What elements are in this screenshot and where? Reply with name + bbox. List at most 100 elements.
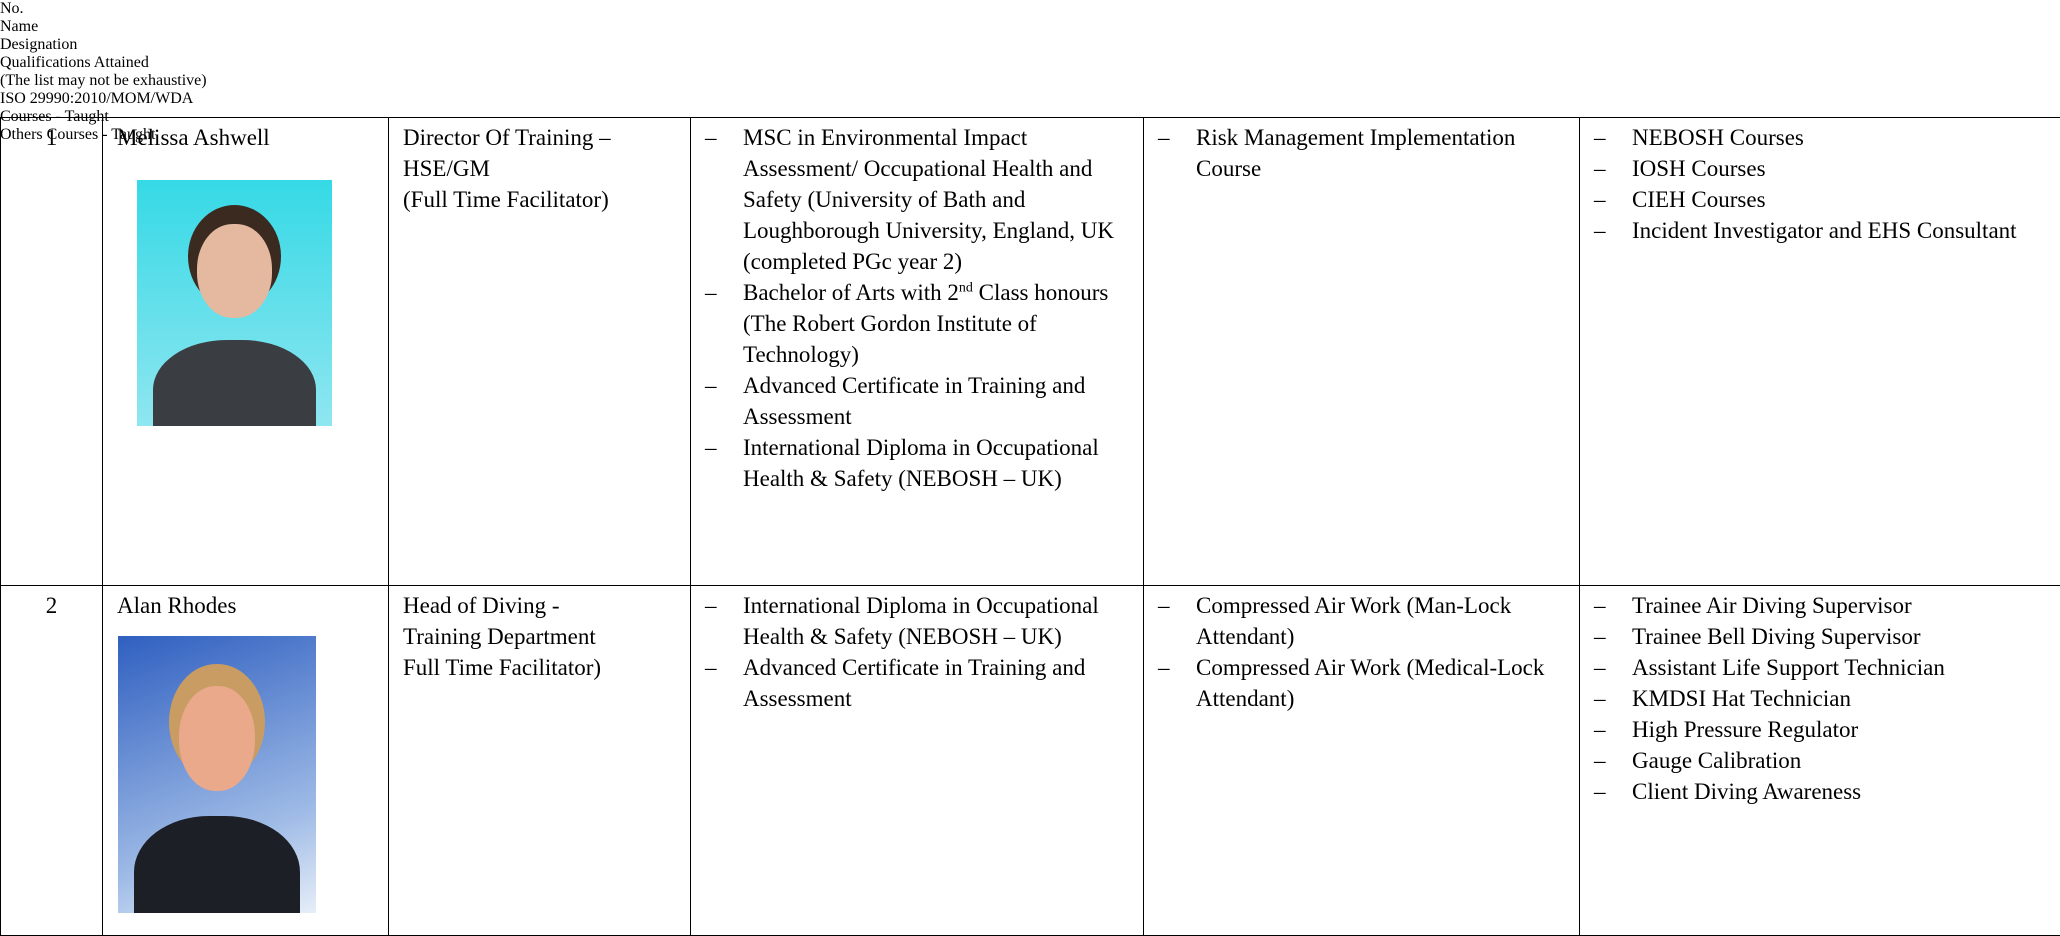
list-item: – Incident Investigator and EHS Consultan… xyxy=(1594,215,2046,246)
table-cell: – Trainee Air Diving Supervisor – Trainee B… xyxy=(1579,585,2060,936)
table-cell: Director Of Training – HSE/GM (Full Time F… xyxy=(388,117,691,586)
header-cell: Qualifications Attained (The list may not… xyxy=(0,54,453,90)
dash: – xyxy=(705,593,717,618)
superscript: nd xyxy=(958,280,973,296)
item-text: IOSH Courses xyxy=(1632,156,1766,181)
dash: – xyxy=(1594,624,1606,649)
item-text: Incident Investigator and EHS Consultant xyxy=(1632,218,2017,243)
photo-body xyxy=(152,339,317,426)
header-text: Courses - Taught xyxy=(0,108,109,125)
header-cell: ISO 29990:2010/MOM/WDA Courses - Taught xyxy=(0,90,436,126)
header-text: (The list may not be exhaustive) xyxy=(0,72,207,89)
dash: – xyxy=(705,280,717,305)
photo-face xyxy=(197,224,272,318)
item-text: International Diploma in Occupational He… xyxy=(743,593,1099,649)
dash: – xyxy=(1594,187,1606,212)
dash: – xyxy=(1594,156,1606,181)
dash: – xyxy=(1594,779,1606,804)
designation-line: Training Department xyxy=(403,624,596,649)
dash: – xyxy=(1594,686,1606,711)
item-text: Bachelor of Arts with 2 xyxy=(743,280,959,305)
item-text: Assistant Life Support Technician xyxy=(1632,655,1945,680)
list-item: – High Pressure Regulator xyxy=(1594,714,2046,745)
item-text: Trainee Bell Diving Supervisor xyxy=(1632,624,1921,649)
designation-line: HSE/GM xyxy=(403,156,490,181)
list-item: – Bachelor of Arts with 2nd Class honours… xyxy=(705,277,1129,370)
dash: – xyxy=(1594,125,1606,150)
item-text: Advanced Certificate in Training and Ass… xyxy=(743,655,1086,711)
list-item: – International Diploma in Occupational H… xyxy=(705,432,1129,494)
list-item: – CIEH Courses xyxy=(1594,184,2046,215)
header-text: ISO 29990:2010/MOM/WDA xyxy=(0,90,194,107)
item-text: Risk Management Implementation Course xyxy=(1196,125,1516,181)
header-text: Name xyxy=(0,18,39,35)
list-item: – Risk Management Implementation Course xyxy=(1158,122,1565,184)
designation-line: Director Of Training – xyxy=(403,125,611,150)
header-text: No. xyxy=(0,0,24,17)
designation-line: (Full Time Facilitator) xyxy=(403,187,609,212)
list-item: – Gauge Calibration xyxy=(1594,745,2046,776)
dash: – xyxy=(1594,717,1606,742)
list-item: – NEBOSH Courses xyxy=(1594,122,2046,153)
photo xyxy=(137,180,332,426)
item-text: Compressed Air Work (Man-Lock Attendant) xyxy=(1196,593,1512,649)
header-cell: Designation xyxy=(0,36,302,54)
list-item: – IOSH Courses xyxy=(1594,153,2046,184)
dash: – xyxy=(1158,125,1170,150)
table-cell: – Risk Management Implementation Course xyxy=(1143,117,1580,586)
list-item: – Compressed Air Work (Medical-Lock Atten… xyxy=(1158,652,1565,714)
dash: – xyxy=(1594,748,1606,773)
dash: – xyxy=(705,655,717,680)
row-number: 2 xyxy=(45,593,58,618)
header-cell: Name xyxy=(0,18,286,36)
table-cell: – NEBOSH Courses – IOSH Courses – CIEH Course… xyxy=(1579,117,2060,586)
list-item: – International Diploma in Occupational H… xyxy=(705,590,1129,652)
list-item: – KMDSI Hat Technician xyxy=(1594,683,2046,714)
item-text: MSC in Environmental Impact Assessment/ … xyxy=(743,125,1114,274)
item-text: Trainee Air Diving Supervisor xyxy=(1632,593,1912,618)
dash: – xyxy=(1158,655,1170,680)
dash: – xyxy=(1594,593,1606,618)
list-item: – Compressed Air Work (Man-Lock Attendant… xyxy=(1158,590,1565,652)
item-text: CIEH Courses xyxy=(1632,187,1766,212)
dash: – xyxy=(705,435,717,460)
item-text: Gauge Calibration xyxy=(1632,748,1802,773)
list-item: – Client Diving Awareness xyxy=(1594,776,2046,807)
header-cell: Others Courses - Taught xyxy=(0,126,481,144)
list-item: – Trainee Bell Diving Supervisor xyxy=(1594,621,2046,652)
table-cell: – International Diploma in Occupational H… xyxy=(690,585,1144,936)
list-item: – Advanced Certificate in Training and As… xyxy=(705,652,1129,714)
item-text: KMDSI Hat Technician xyxy=(1632,686,1851,711)
designation-line: Full Time Facilitator) xyxy=(403,655,602,680)
table-cell: – MSC in Environmental Impact Assessment/… xyxy=(690,117,1144,586)
designation-line: Head of Diving - xyxy=(403,593,560,618)
table-cell: Head of Diving - Training Department Full … xyxy=(388,585,691,936)
list-item: – Trainee Air Diving Supervisor xyxy=(1594,590,2046,621)
item-text: International Diploma in Occupational He… xyxy=(743,435,1099,491)
dash: – xyxy=(1594,655,1606,680)
item-text: Advanced Certificate in Training and Ass… xyxy=(743,373,1086,429)
table-cell: 1 xyxy=(0,117,103,586)
row-number: 1 xyxy=(45,125,58,150)
dash: – xyxy=(705,125,717,150)
header-text: Qualifications Attained xyxy=(0,54,149,71)
header-text: Designation xyxy=(0,36,78,53)
header-cell: No. xyxy=(0,0,102,18)
item-text: High Pressure Regulator xyxy=(1632,717,1859,742)
photo-body xyxy=(133,816,301,913)
person-name: Melissa Ashwell xyxy=(117,125,270,150)
photo-face xyxy=(179,685,255,792)
item-text: Class honours (The Robert Gordon Institu… xyxy=(743,280,1109,367)
dash: – xyxy=(1594,218,1606,243)
list-item: – Assistant Life Support Technician xyxy=(1594,652,2046,683)
item-text: NEBOSH Courses xyxy=(1632,125,1804,150)
list-item: – Advanced Certificate in Training and As… xyxy=(705,370,1129,432)
dash: – xyxy=(1158,593,1170,618)
photo xyxy=(118,636,316,913)
item-text: Compressed Air Work (Medical-Lock Attend… xyxy=(1196,655,1545,711)
dash: – xyxy=(705,373,717,398)
header-text: Others Courses - Taught xyxy=(0,126,156,143)
person-name: Alan Rhodes xyxy=(117,593,237,618)
list-item: – MSC in Environmental Impact Assessment/… xyxy=(705,122,1129,277)
